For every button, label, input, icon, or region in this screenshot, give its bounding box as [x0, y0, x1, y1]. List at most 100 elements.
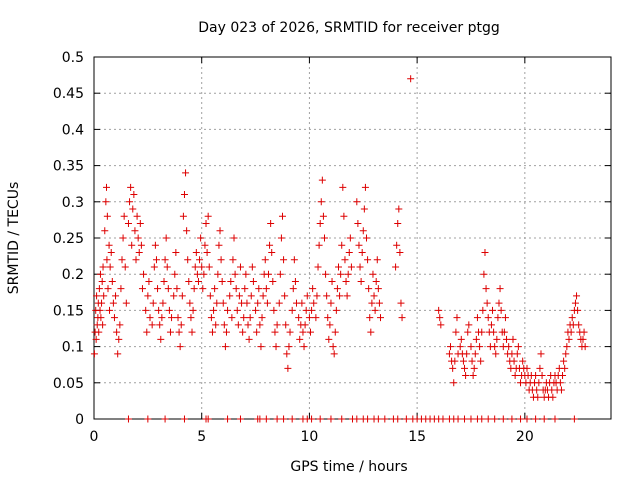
- data-point: [174, 314, 182, 322]
- data-point: [224, 306, 232, 314]
- data-point: [248, 263, 256, 271]
- data-point: [178, 292, 186, 300]
- data-point: [573, 292, 581, 300]
- data-point: [277, 234, 285, 242]
- data-point: [116, 321, 124, 329]
- data-point: [534, 393, 542, 401]
- data-point: [565, 335, 573, 343]
- data-point: [270, 306, 278, 314]
- data-point: [135, 248, 143, 256]
- data-point: [519, 357, 527, 365]
- data-point: [471, 350, 479, 358]
- data-point: [117, 285, 125, 293]
- data-point: [232, 285, 240, 293]
- data-point: [234, 321, 242, 329]
- data-point: [246, 314, 254, 322]
- data-point: [523, 415, 531, 423]
- data-point: [332, 306, 340, 314]
- data-point: [228, 314, 236, 322]
- data-point: [127, 183, 135, 191]
- x-tick-label: 5: [197, 429, 206, 445]
- data-point: [574, 306, 582, 314]
- data-point: [364, 415, 372, 423]
- data-point: [161, 415, 169, 423]
- data-point: [407, 75, 415, 83]
- data-point: [323, 292, 331, 300]
- data-point: [497, 306, 505, 314]
- data-point: [231, 270, 239, 278]
- data-point: [365, 285, 373, 293]
- data-point: [212, 321, 220, 329]
- data-point: [112, 292, 120, 300]
- data-point: [144, 415, 152, 423]
- data-point: [99, 263, 107, 271]
- data-point: [93, 292, 101, 300]
- data-point: [500, 328, 508, 336]
- data-point: [193, 270, 201, 278]
- data-point: [435, 306, 443, 314]
- data-point: [331, 328, 339, 336]
- data-point: [161, 256, 169, 264]
- y-tick-label: 0.2: [62, 267, 84, 283]
- data-point: [314, 263, 322, 271]
- data-point: [363, 234, 371, 242]
- data-point: [177, 321, 185, 329]
- data-point: [180, 191, 188, 199]
- data-point: [395, 205, 403, 213]
- data-point: [479, 306, 487, 314]
- data-point: [535, 379, 543, 387]
- data-point: [449, 364, 457, 372]
- data-point: [213, 299, 221, 307]
- data-point: [204, 415, 212, 423]
- data-point: [276, 270, 284, 278]
- data-point: [299, 328, 307, 336]
- data-point: [328, 277, 336, 285]
- data-point: [122, 299, 130, 307]
- data-point: [557, 386, 565, 394]
- data-point: [162, 234, 170, 242]
- data-point: [289, 285, 297, 293]
- data-point: [394, 220, 402, 228]
- data-point: [138, 285, 146, 293]
- data-point: [266, 241, 274, 249]
- data-point: [264, 270, 272, 278]
- data-point: [164, 285, 172, 293]
- data-point: [114, 350, 122, 358]
- data-point: [157, 335, 165, 343]
- data-point: [303, 292, 311, 300]
- data-point: [532, 372, 540, 380]
- data-point: [197, 234, 205, 242]
- data-point: [192, 248, 200, 256]
- data-point: [271, 328, 279, 336]
- data-point: [119, 234, 127, 242]
- data-point: [472, 335, 480, 343]
- data-point: [396, 248, 404, 256]
- data-point: [513, 350, 521, 358]
- data-point: [356, 263, 364, 271]
- data-point: [340, 212, 348, 220]
- data-point: [245, 335, 253, 343]
- data-point: [188, 328, 196, 336]
- data-point: [243, 299, 251, 307]
- data-point: [154, 285, 162, 293]
- data-points: [90, 75, 589, 423]
- data-point: [224, 415, 232, 423]
- data-point: [402, 415, 410, 423]
- data-point: [568, 314, 576, 322]
- data-point: [120, 212, 128, 220]
- y-tick-label: 0.45: [53, 86, 84, 102]
- data-point: [562, 350, 570, 358]
- data-point: [92, 335, 100, 343]
- data-point: [189, 306, 197, 314]
- data-point: [308, 306, 316, 314]
- data-point: [150, 263, 158, 271]
- data-point: [453, 314, 461, 322]
- data-point: [503, 335, 511, 343]
- data-point: [509, 335, 517, 343]
- data-point: [467, 415, 475, 423]
- data-point: [226, 292, 234, 300]
- data-point: [175, 328, 183, 336]
- data-point: [106, 306, 114, 314]
- data-point: [151, 241, 159, 249]
- x-axis-ticks: 0 5 10 15 20: [90, 57, 534, 445]
